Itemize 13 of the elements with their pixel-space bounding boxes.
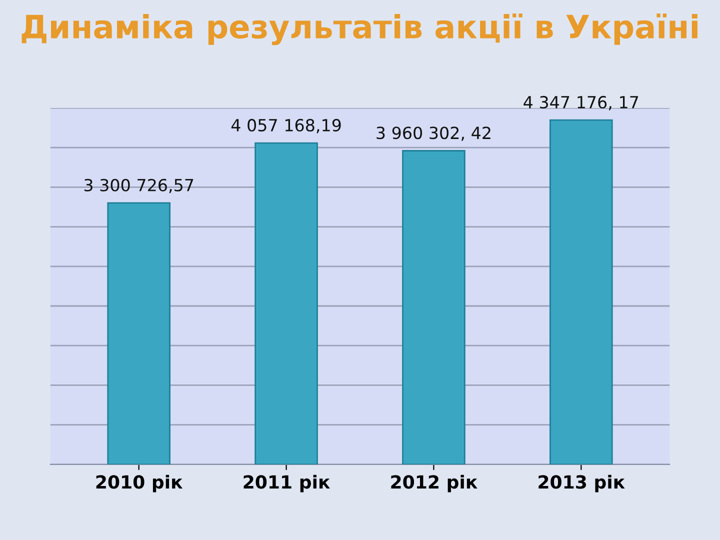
bar <box>402 150 466 464</box>
bar <box>107 202 171 464</box>
bar <box>549 119 613 464</box>
x-tick-label: 2011 рік <box>244 474 330 492</box>
x-tick-label: 2010 рік <box>96 474 183 492</box>
data-label: 4 057 168,19 <box>231 118 341 134</box>
data-label: 3 300 726,57 <box>84 178 194 194</box>
data-label: 4 347 176, 17 <box>524 96 638 110</box>
x-tick-label: 2012 рік <box>391 474 478 492</box>
data-label: 3 960 302, 42 <box>376 126 490 141</box>
x-tick-label: 2013 рік <box>538 474 625 492</box>
bar <box>254 142 318 464</box>
chart-title: Динаміка результатів акції в Україні <box>22 14 698 46</box>
